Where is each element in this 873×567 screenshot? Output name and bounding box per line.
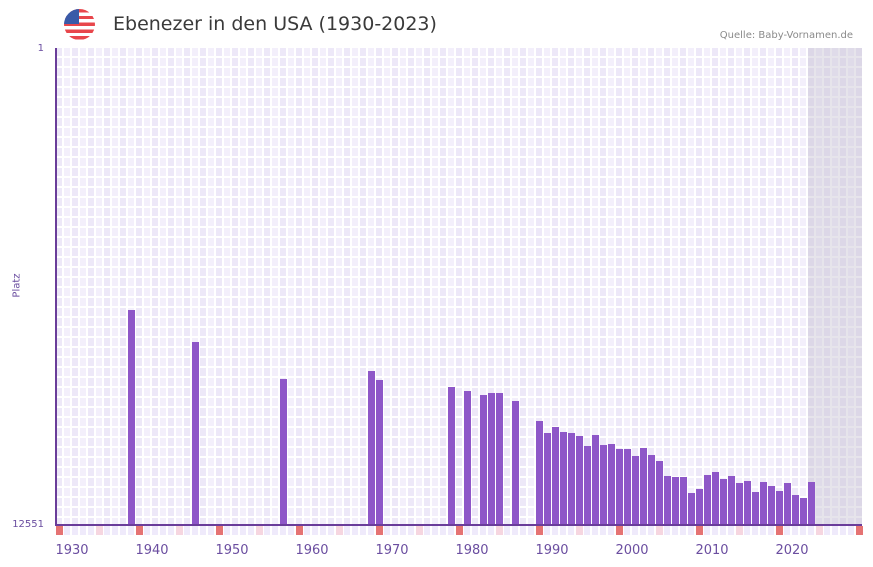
decade-marker — [536, 526, 543, 535]
bar-1982[interactable] — [488, 392, 495, 525]
bar-1968[interactable] — [376, 379, 383, 525]
bar-1956[interactable] — [280, 378, 287, 525]
bar-1997[interactable] — [608, 443, 615, 525]
bar-1983[interactable] — [496, 392, 503, 525]
half-decade-marker — [96, 526, 103, 535]
y-axis-title: Platz — [11, 273, 23, 298]
x-tick-label: 2020 — [775, 543, 809, 558]
bar-1967[interactable] — [368, 370, 375, 525]
bar-2002[interactable] — [648, 454, 655, 525]
chart-title: Ebenezer in den USA (1930-2023) — [113, 13, 437, 35]
bar-2006[interactable] — [680, 476, 687, 525]
bar-2012[interactable] — [728, 476, 735, 525]
half-decade-marker — [256, 526, 263, 535]
x-tick-label: 1990 — [535, 543, 569, 558]
half-decade-marker — [336, 526, 343, 535]
bar-2019[interactable] — [784, 483, 791, 525]
bar-1994[interactable] — [584, 445, 591, 525]
y-axis-line — [55, 48, 57, 526]
x-tick-label: 1980 — [455, 543, 489, 558]
bar-1985[interactable] — [512, 400, 519, 525]
half-decade-marker — [816, 526, 823, 535]
bar-2016[interactable] — [760, 482, 767, 525]
bar-1979[interactable] — [464, 390, 471, 525]
bar-2015[interactable] — [752, 492, 759, 525]
bar-1991[interactable] — [560, 431, 567, 525]
bar-2014[interactable] — [744, 480, 751, 525]
bar-1996[interactable] — [600, 444, 607, 525]
bar-1988[interactable] — [536, 420, 543, 525]
bar-2008[interactable] — [696, 489, 703, 525]
bar-2018[interactable] — [776, 490, 783, 525]
x-tick-label: 1950 — [215, 543, 249, 558]
future-shade — [808, 48, 862, 525]
half-decade-marker — [496, 526, 503, 535]
x-tick-label: 1960 — [295, 543, 329, 558]
x-tick-label: 1930 — [55, 543, 89, 558]
decade-marker — [296, 526, 303, 535]
half-decade-marker — [576, 526, 583, 535]
bar-2000[interactable] — [632, 455, 639, 525]
plot-area — [56, 48, 862, 525]
decade-marker — [456, 526, 463, 535]
x-tick-label: 2000 — [615, 543, 649, 558]
x-tick-label: 2010 — [695, 543, 729, 558]
bar-2017[interactable] — [768, 486, 775, 525]
bar-2011[interactable] — [720, 479, 727, 525]
decade-marker — [776, 526, 783, 535]
bar-1937[interactable] — [128, 309, 135, 525]
bar-2021[interactable] — [800, 498, 807, 525]
bar-2009[interactable] — [704, 474, 711, 525]
bar-1998[interactable] — [616, 448, 623, 525]
bar-1981[interactable] — [480, 394, 487, 525]
decade-marker — [56, 526, 63, 535]
bar-2007[interactable] — [688, 492, 695, 525]
decade-marker — [856, 526, 863, 535]
bar-1992[interactable] — [568, 432, 575, 525]
half-decade-marker — [416, 526, 423, 535]
bar-1999[interactable] — [624, 448, 631, 525]
x-axis-line — [55, 524, 862, 526]
year-marker-row — [56, 526, 863, 535]
bar-1995[interactable] — [592, 434, 599, 525]
us-flag-icon — [64, 9, 95, 40]
x-tick-label: 1940 — [135, 543, 169, 558]
source-label: Quelle: Baby-Vornamen.de — [719, 30, 853, 41]
decade-marker — [376, 526, 383, 535]
bar-2003[interactable] — [656, 460, 663, 525]
half-decade-marker — [176, 526, 183, 535]
y-tick-bottom: 12551 — [12, 519, 44, 530]
decade-marker — [696, 526, 703, 535]
bar-1989[interactable] — [544, 432, 551, 525]
bar-2001[interactable] — [640, 447, 647, 525]
bar-1945[interactable] — [192, 341, 199, 525]
bar-2013[interactable] — [736, 483, 743, 525]
bar-2010[interactable] — [712, 471, 719, 525]
half-decade-marker — [736, 526, 743, 535]
decade-marker — [616, 526, 623, 535]
decade-marker — [216, 526, 223, 535]
bar-1993[interactable] — [576, 435, 583, 525]
bar-2004[interactable] — [664, 476, 671, 525]
bar-1990[interactable] — [552, 426, 559, 525]
half-decade-marker — [656, 526, 663, 535]
bar-2022[interactable] — [808, 482, 815, 525]
bar-2005[interactable] — [672, 476, 679, 525]
bar-1977[interactable] — [448, 386, 455, 525]
y-tick-top: 1 — [37, 43, 44, 54]
x-tick-label: 1970 — [375, 543, 409, 558]
decade-marker — [136, 526, 143, 535]
bar-2020[interactable] — [792, 495, 799, 525]
